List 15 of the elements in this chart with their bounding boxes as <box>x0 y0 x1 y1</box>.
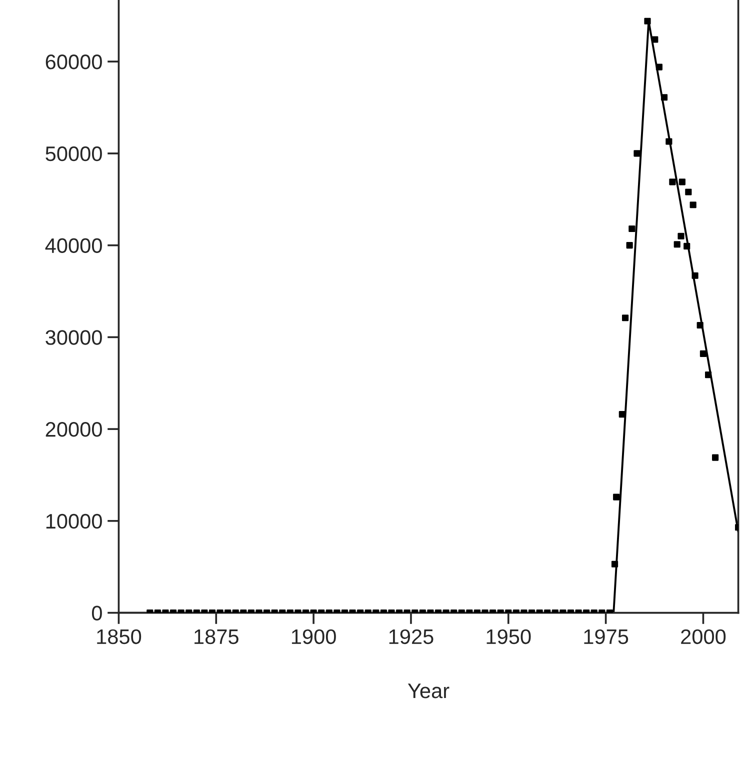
x-tick-label: 1975 <box>584 629 628 644</box>
x-tick-label: 1850 <box>97 629 142 644</box>
y-tick-label: 10000 <box>46 514 102 529</box>
y-tick-label: 0 <box>92 606 102 621</box>
y-tick-label: 40000 <box>45 238 102 254</box>
x-axis-title: Year <box>408 684 450 698</box>
y-tick-label: 50000 <box>46 146 102 162</box>
x-tick-label: 1900 <box>292 629 336 644</box>
y-tick-label: 30000 <box>46 330 102 345</box>
y-tick-label: 20000 <box>46 422 102 437</box>
y-tick-label: 60000 <box>46 54 102 70</box>
x-tick-label: 2000 <box>681 629 726 644</box>
x-tick-label: 1875 <box>194 629 238 644</box>
x-tick-label: 1950 <box>486 629 531 644</box>
x-tick-label: 1925 <box>389 629 434 644</box>
